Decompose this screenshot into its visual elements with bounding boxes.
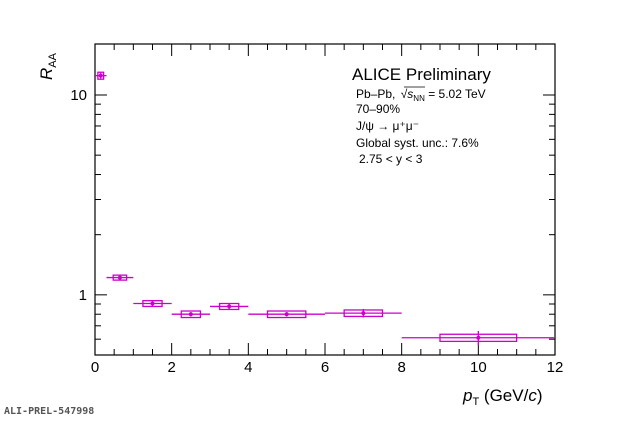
- marker: [227, 304, 232, 309]
- global-syst-label: Global syst. unc.: 7.6%: [356, 136, 479, 150]
- marker: [150, 301, 155, 306]
- plot-border: [94, 43, 556, 356]
- x-axis: 0 2 4 6 8 10 12: [91, 44, 564, 376]
- x-tick-label: 6: [321, 359, 329, 376]
- syst-box: [266, 310, 307, 319]
- y-tick-label: 10: [70, 87, 87, 104]
- data-point: [325, 308, 402, 318]
- x-tick-label: 2: [167, 359, 175, 376]
- syst-box: [97, 71, 105, 80]
- marker: [476, 335, 481, 340]
- data-point: [133, 300, 172, 308]
- syst-box: [180, 310, 202, 319]
- chart-title: ALICE Preliminary: [352, 65, 491, 84]
- decay-channel-label: J/ψ → μ⁺μ⁻: [356, 119, 419, 133]
- data-point: [106, 274, 134, 281]
- data-series: [95, 71, 555, 346]
- x-axis-title: pT (GeV/c): [462, 386, 543, 408]
- data-point: [171, 310, 210, 319]
- x-tick-label: 0: [91, 359, 99, 376]
- marker: [361, 311, 366, 316]
- x-tick-label: 4: [244, 359, 252, 376]
- syst-box: [142, 300, 163, 308]
- data-point: [95, 71, 107, 80]
- x-tick-label: 12: [547, 359, 564, 376]
- centrality-label: 70–90%: [356, 102, 400, 116]
- collision-system-label: Pb–Pb, √sNN = 5.02 TeV: [356, 87, 486, 103]
- watermark-id: ALI-PREL-547998: [4, 406, 94, 417]
- x-tick-label: 8: [397, 359, 405, 376]
- x-tick-label: 10: [470, 359, 487, 376]
- data-point: [248, 310, 325, 319]
- sqrt-s-symbol: s: [407, 87, 413, 101]
- data-point: [210, 302, 249, 311]
- marker: [188, 312, 193, 317]
- data-point: [401, 330, 555, 346]
- rapidity-label: 2.75 < y < 3: [359, 152, 423, 166]
- syst-box: [112, 274, 128, 281]
- plot-frame: [94, 43, 556, 356]
- y-axis-title: RAA: [37, 52, 59, 80]
- y-axis: 1 10: [70, 87, 555, 356]
- marker: [117, 275, 122, 280]
- marker: [284, 312, 289, 317]
- marker: [98, 73, 103, 78]
- y-tick-label: 1: [79, 287, 87, 304]
